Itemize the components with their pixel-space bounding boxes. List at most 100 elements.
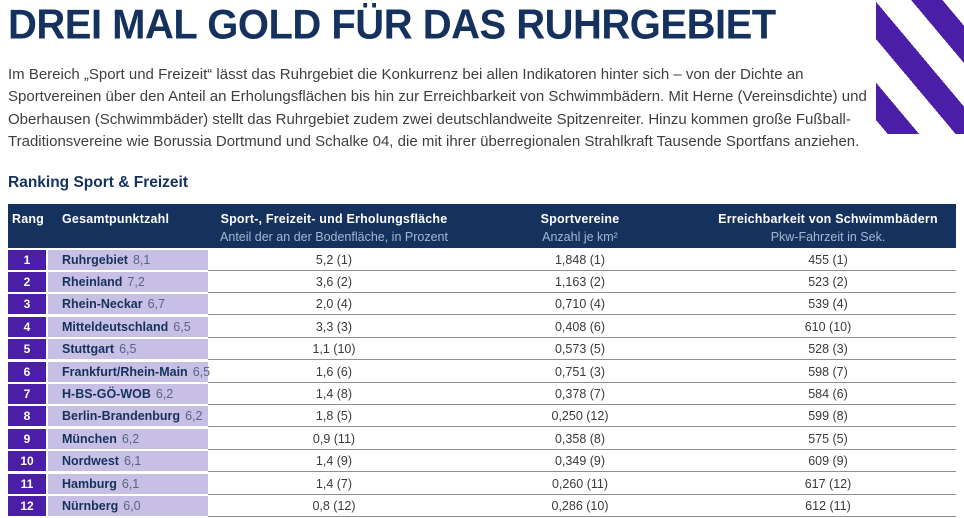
region-cell: Frankfurt/Rhein-Main 6,5	[48, 361, 211, 382]
sportvereine-value-cell: 0,358 (8)	[460, 429, 700, 450]
schwimmbaeder-value-cell: 584 (6)	[700, 384, 956, 405]
flaeche-value-cell: 1,1 (10)	[208, 339, 460, 361]
schwimmbaeder-value-cell: 617 (12)	[700, 474, 956, 495]
schwimmbaeder-value-cell: 612 (11)	[700, 496, 956, 517]
schwimmbaeder-value-cell: 523 (2)	[700, 272, 956, 294]
corner-stripes-decoration	[876, 0, 964, 134]
column-header-sportvereine: Sportvereine Anzahl je km²	[540, 211, 620, 244]
rank-cell: 12	[8, 495, 46, 516]
flaeche-value-cell: 1,4 (9)	[208, 451, 460, 473]
rank-cell: 7	[8, 383, 46, 404]
region-name: Rheinland	[62, 275, 123, 290]
sportvereine-value-cell: 0,260 (11)	[460, 474, 700, 495]
region-cell: Rhein-Neckar 6,7	[48, 294, 208, 315]
region-name: Nürnberg	[62, 498, 119, 513]
table-row: 11 Hamburg 6,1 1,4 (7) 0,260 (11) 617 (1…	[8, 473, 956, 496]
rank-cell: 3	[8, 294, 46, 315]
schwimmbaeder-value-cell: 455 (1)	[700, 250, 956, 271]
region-score: 6,5	[192, 364, 211, 379]
flaeche-value-cell: 1,8 (5)	[208, 406, 460, 428]
region-cell: Mitteldeutschland 6,5	[48, 316, 208, 337]
region-score: 6,2	[155, 386, 174, 401]
region-name: Nordwest	[62, 454, 119, 469]
rank-cell: 1	[8, 249, 46, 270]
region-name: Berlin-Brandenburg	[62, 409, 181, 424]
region-name: Frankfurt/Rhein-Main	[62, 364, 188, 379]
table-row: 8 Berlin-Brandenburg 6,2 1,8 (5) 0,250 (…	[8, 406, 956, 428]
rank-cell: 6	[8, 361, 46, 382]
region-cell: H-BS-GÖ-WOB 6,2	[48, 383, 208, 404]
region-name: Rhein-Neckar	[62, 297, 143, 312]
flaeche-value-cell: 0,8 (12)	[208, 496, 460, 517]
table-row: 1 Ruhrgebiet 8,1 5,2 (1) 1,848 (1) 455 (…	[8, 249, 956, 272]
flaeche-value-cell: 2,0 (4)	[208, 294, 460, 316]
sportvereine-value-cell: 0,751 (3)	[460, 362, 700, 383]
column-header-gesamtpunktzahl: Gesamtpunktzahl	[62, 211, 170, 226]
table-row: 9 München 6,2 0,9 (11) 0,358 (8) 575 (5)	[8, 428, 956, 451]
table-row: 5 Stuttgart 6,5 1,1 (10) 0,573 (5) 528 (…	[8, 339, 956, 361]
table-header-row: Rang Gesamtpunktzahl Sport-, Freizeit- u…	[8, 203, 956, 248]
region-name: Mitteldeutschland	[62, 319, 169, 334]
rank-cell: 2	[8, 272, 46, 293]
column-header-schwimmbaeder: Erreichbarkeit von Schwimmbädern Pkw-Fah…	[718, 211, 938, 244]
table-row: 2 Rheinland 7,2 3,6 (2) 1,163 (2) 523 (2…	[8, 272, 956, 294]
rank-cell: 9	[8, 428, 46, 449]
region-score: 6,2	[185, 409, 203, 424]
region-score: 6,1	[123, 454, 142, 469]
region-score: 6,5	[119, 342, 137, 357]
rank-cell: 4	[8, 316, 46, 337]
region-score: 6,2	[121, 431, 140, 446]
column-header-rang: Rang	[11, 211, 45, 226]
rank-cell: 10	[8, 451, 46, 472]
table-row: 6 Frankfurt/Rhein-Main 6,5 1,6 (6) 0,751…	[8, 361, 956, 384]
sportvereine-value-cell: 0,349 (9)	[460, 451, 700, 473]
region-score: 6,0	[123, 498, 141, 513]
flaeche-value-cell: 0,9 (11)	[208, 429, 460, 450]
region-score: 7,2	[127, 275, 145, 290]
schwimmbaeder-value-cell: 610 (10)	[700, 317, 956, 338]
schwimmbaeder-value-cell: 598 (7)	[700, 362, 956, 383]
sportvereine-value-cell: 0,408 (6)	[460, 317, 700, 338]
flaeche-value-cell: 3,6 (2)	[208, 272, 460, 294]
region-name: Hamburg	[62, 476, 117, 491]
region-cell: Berlin-Brandenburg 6,2	[48, 406, 208, 427]
region-name: Ruhrgebiet	[62, 252, 128, 267]
ranking-table: Rang Gesamtpunktzahl Sport-, Freizeit- u…	[8, 203, 956, 518]
schwimmbaeder-value-cell: 539 (4)	[700, 294, 956, 316]
region-cell: Rheinland 7,2	[48, 272, 208, 293]
region-name: München	[62, 431, 117, 446]
sportvereine-value-cell: 0,710 (4)	[460, 294, 700, 316]
rank-cell: 5	[8, 339, 46, 360]
schwimmbaeder-value-cell: 575 (5)	[700, 429, 956, 450]
section-title: Ranking Sport & Freizeit	[8, 173, 188, 191]
table-row: 3 Rhein-Neckar 6,7 2,0 (4) 0,710 (4) 539…	[8, 294, 956, 316]
flaeche-value-cell: 1,4 (8)	[208, 384, 460, 405]
region-cell: Hamburg 6,1	[48, 473, 208, 494]
table-body: 1 Ruhrgebiet 8,1 5,2 (1) 1,848 (1) 455 (…	[8, 249, 956, 518]
schwimmbaeder-value-cell: 599 (8)	[700, 406, 956, 428]
page-title: DREI MAL GOLD FÜR DAS RUHRGEBIET	[8, 2, 776, 48]
table-row: 10 Nordwest 6,1 1,4 (9) 0,349 (9) 609 (9…	[8, 451, 956, 473]
region-name: H-BS-GÖ-WOB	[62, 386, 151, 401]
sportvereine-value-cell: 0,573 (5)	[460, 339, 700, 361]
sportvereine-value-cell: 0,250 (12)	[460, 406, 700, 428]
rank-cell: 8	[8, 406, 46, 427]
flaeche-value-cell: 3,3 (3)	[208, 317, 460, 338]
sportvereine-value-cell: 1,848 (1)	[460, 250, 700, 271]
sportvereine-value-cell: 0,378 (7)	[460, 384, 700, 405]
region-score: 6,5	[173, 319, 191, 334]
region-cell: Nürnberg 6,0	[48, 495, 208, 516]
flaeche-value-cell: 5,2 (1)	[208, 250, 460, 271]
intro-paragraph: Im Bereich „Sport und Freizeit“ lässt da…	[8, 66, 867, 151]
table-row: 4 Mitteldeutschland 6,5 3,3 (3) 0,408 (6…	[8, 316, 956, 339]
region-name: Stuttgart	[62, 342, 115, 357]
region-cell: Ruhrgebiet 8,1	[48, 249, 208, 270]
region-cell: München 6,2	[48, 428, 208, 449]
flaeche-value-cell: 1,4 (7)	[208, 474, 460, 495]
region-cell: Stuttgart 6,5	[48, 339, 208, 360]
sportvereine-value-cell: 0,286 (10)	[460, 496, 700, 517]
schwimmbaeder-value-cell: 528 (3)	[700, 339, 956, 361]
rank-cell: 11	[8, 473, 46, 494]
table-row: 12 Nürnberg 6,0 0,8 (12) 0,286 (10) 612 …	[8, 495, 956, 518]
